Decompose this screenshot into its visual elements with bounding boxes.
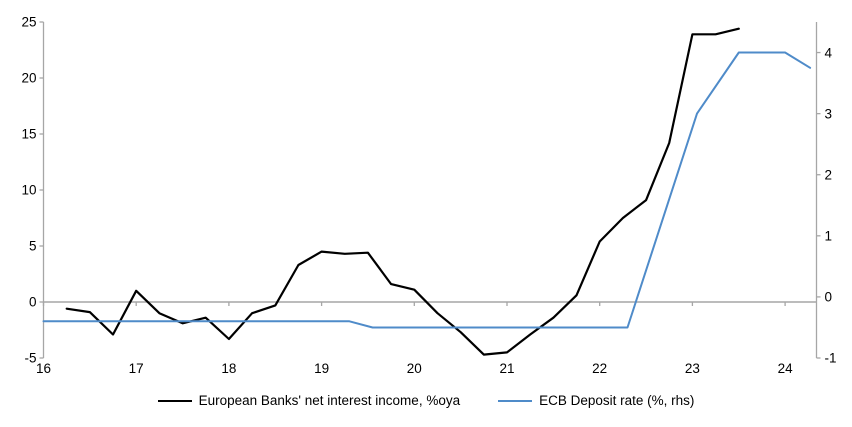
x-axis-tick-label: 19 bbox=[314, 361, 329, 376]
left-axis-tick-label: 10 bbox=[21, 183, 36, 198]
legend-label-net-interest-income: European Banks' net interest income, %oy… bbox=[198, 393, 461, 408]
right-axis-tick-label: 1 bbox=[825, 229, 833, 244]
net-interest-income-line-swatch-icon bbox=[157, 399, 192, 402]
left-axis-tick-label: 0 bbox=[29, 295, 37, 310]
x-axis-tick-label: 23 bbox=[685, 361, 700, 376]
series-line-1 bbox=[42, 51, 812, 329]
x-axis-tick-label: 22 bbox=[592, 361, 607, 376]
x-axis-tick-label: 24 bbox=[778, 361, 794, 376]
left-axis-tick-label: 25 bbox=[21, 15, 36, 30]
legend-item-ecb-deposit-rate: ECB Deposit rate (%, rhs) bbox=[498, 393, 694, 408]
right-axis-tick-label: 4 bbox=[825, 45, 833, 60]
x-axis-tick-label: 21 bbox=[499, 361, 514, 376]
left-axis-tick-label: 15 bbox=[21, 127, 36, 142]
x-axis-tick-label: 18 bbox=[221, 361, 236, 376]
right-axis-tick-label: -1 bbox=[825, 351, 837, 366]
right-axis-tick-label: 0 bbox=[825, 290, 833, 305]
left-axis-tick-label: -5 bbox=[24, 351, 36, 366]
legend-label-ecb-deposit-rate: ECB Deposit rate (%, rhs) bbox=[539, 393, 695, 408]
x-axis-tick-label: 17 bbox=[129, 361, 144, 376]
left-axis-tick-label: 5 bbox=[29, 239, 37, 254]
right-axis-tick-label: 3 bbox=[825, 106, 833, 121]
x-axis-tick-label: 16 bbox=[36, 361, 51, 376]
series-line-0 bbox=[65, 27, 740, 356]
legend-item-net-interest-income: European Banks' net interest income, %oy… bbox=[157, 393, 461, 408]
ecb-deposit-rate-line-swatch-icon bbox=[498, 399, 533, 402]
right-axis-tick-label: 2 bbox=[825, 167, 833, 182]
left-axis-tick-label: 20 bbox=[21, 71, 36, 86]
x-axis-tick-label: 20 bbox=[407, 361, 422, 376]
chart-legend: European Banks' net interest income, %oy… bbox=[0, 393, 852, 408]
